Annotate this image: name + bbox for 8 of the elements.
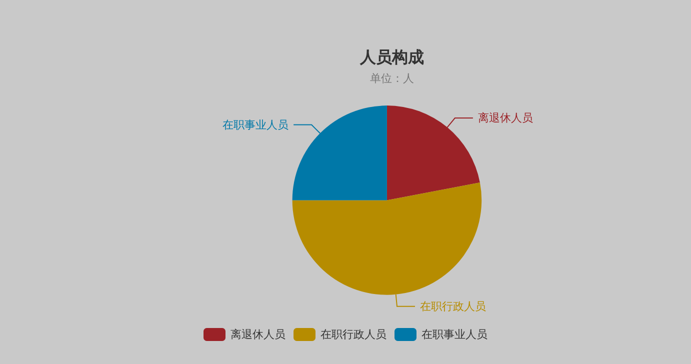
legend-label: 在职事业人员 [422,328,488,341]
chart-title: 人员构成 [358,48,424,66]
slice-label: 离退休人员 [478,112,533,125]
legend-label: 在职行政人员 [320,328,386,341]
legend-label: 离退休人员 [230,328,286,341]
chart-subtitle: 单位：人 [370,72,414,85]
slice-label: 在职行政人员 [420,300,486,313]
slice-label: 在职事业人员 [222,118,289,132]
